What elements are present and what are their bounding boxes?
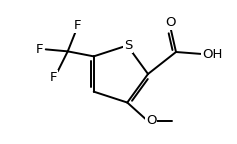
Text: F: F xyxy=(74,19,82,32)
Text: F: F xyxy=(50,71,58,84)
Text: O: O xyxy=(146,114,156,127)
Text: S: S xyxy=(124,39,132,52)
Text: OH: OH xyxy=(202,48,222,60)
Text: F: F xyxy=(36,43,43,56)
Text: O: O xyxy=(166,17,176,30)
